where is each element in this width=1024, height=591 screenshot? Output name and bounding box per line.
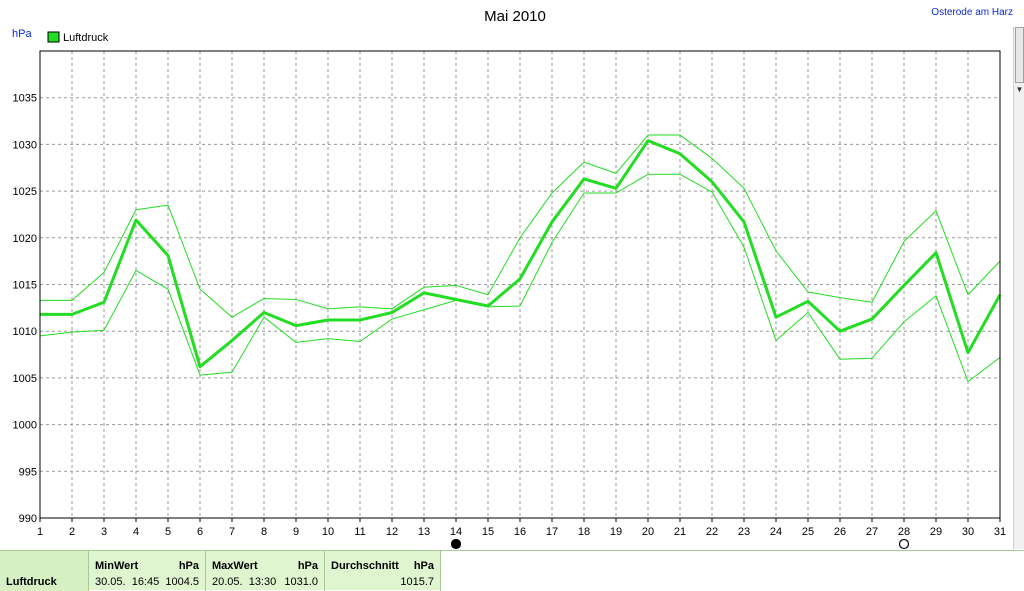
vertical-scrollbar[interactable]: ▼	[1013, 27, 1024, 549]
x-tick-label: 16	[514, 526, 526, 538]
pressure-chart: Mai 2010 hPa Osterode am Harz Luftdruck …	[12, 7, 1013, 550]
y-tick-label: 1020	[13, 233, 37, 245]
legend-swatch	[47, 31, 60, 43]
max-value-cell: MaxWert hPa 20.05. 13:30 1031.0	[206, 551, 325, 591]
scroll-down-arrow-icon[interactable]: ▼	[1015, 85, 1024, 94]
x-tick-label: 20	[642, 526, 654, 538]
x-tick-label: 22	[706, 526, 718, 538]
stats-row-label-cell: Luftdruck	[0, 551, 89, 591]
x-tick-label: 1	[37, 526, 43, 538]
max-value: 1031.0	[284, 576, 318, 588]
grid	[40, 51, 1000, 518]
avg-unit: hPa	[413, 560, 434, 572]
x-tick-label: 31	[994, 526, 1006, 538]
x-tick-label: 9	[293, 526, 299, 538]
x-tick-label: 17	[546, 526, 558, 538]
plot-frame	[39, 50, 1001, 519]
x-tick-label: 15	[482, 526, 494, 538]
x-tick-label: 19	[610, 526, 622, 538]
avg-header: Durchschnitt	[331, 560, 399, 572]
min-unit: hPa	[178, 560, 199, 572]
min-value: 1004.5	[165, 576, 199, 588]
min-datetime: 30.05. 16:45	[95, 576, 160, 588]
x-tick-label: 13	[418, 526, 430, 538]
y-tick-label: 1005	[13, 373, 37, 385]
x-tick-label: 23	[738, 526, 750, 538]
average-value-cell: Durchschnitt hPa 1015.7	[325, 551, 441, 591]
stats-empty-area	[441, 551, 1024, 591]
x-tick-label: 18	[578, 526, 590, 538]
y-tick-label: 1015	[13, 280, 37, 292]
day-markers	[450, 538, 910, 550]
x-tick-label: 25	[802, 526, 814, 538]
open-circle-marker	[898, 538, 910, 550]
min-value-cell: MinWert hPa 30.05. 16:45 1004.5	[89, 551, 206, 591]
y-axis-ticks: 990 995 1000 1005 1010 1015 1020 1025 1030 1035	[13, 93, 37, 525]
max-header: MaxWert	[212, 560, 258, 572]
statistics-panel: Luftdruck MinWert hPa 30.05. 16:45 1004.…	[0, 550, 1024, 591]
y-tick-label: 1000	[13, 420, 37, 432]
x-tick-label: 30	[962, 526, 974, 538]
series-line-max	[40, 134, 1001, 318]
stats-row-label: Luftdruck	[6, 576, 57, 588]
location-label: Osterode am Harz	[931, 7, 1013, 18]
x-tick-label: 11	[354, 526, 365, 538]
y-tick-label: 990	[19, 513, 37, 525]
x-tick-label: 21	[674, 526, 686, 538]
chart-title: Mai 2010	[484, 8, 546, 25]
x-tick-label: 6	[197, 526, 203, 538]
y-tick-label: 1035	[13, 93, 37, 105]
min-header: MinWert	[95, 560, 139, 572]
x-tick-label: 12	[386, 526, 398, 538]
y-tick-label: 1025	[13, 186, 37, 198]
series-group	[39, 134, 1002, 383]
y-tick-label: 995	[19, 466, 37, 478]
x-tick-label: 8	[261, 526, 267, 538]
legend-label[interactable]: Luftdruck	[63, 32, 109, 44]
x-tick-label: 7	[229, 526, 235, 538]
filled-circle-marker	[450, 538, 462, 550]
x-tick-label: 28	[898, 526, 910, 538]
series-line-min	[39, 173, 1001, 383]
x-tick-label: 4	[133, 526, 139, 538]
scrollbar-thumb[interactable]	[1015, 27, 1024, 83]
x-tick-label: 29	[930, 526, 942, 538]
x-axis-ticks: 1 2 3 4 5 6 7 8 9 10 11 12 13 14 15 16 17 18 19 20 21 22 23 24 2…	[37, 518, 1006, 538]
x-tick-label: 10	[322, 526, 334, 538]
x-tick-label: 14	[450, 526, 462, 538]
y-tick-label: 1010	[13, 326, 37, 338]
x-tick-label: 3	[101, 526, 107, 538]
series-line-average	[40, 139, 1002, 369]
max-datetime: 20.05. 13:30	[212, 576, 277, 588]
x-tick-label: 5	[165, 526, 171, 538]
x-tick-label: 24	[770, 526, 782, 538]
x-tick-label: 27	[866, 526, 878, 538]
x-tick-label: 26	[834, 526, 846, 538]
x-tick-label: 2	[69, 526, 75, 538]
max-unit: hPa	[297, 560, 318, 572]
y-axis-unit: hPa	[12, 28, 32, 40]
y-tick-label: 1030	[13, 139, 37, 151]
avg-value: 1015.7	[400, 576, 434, 588]
